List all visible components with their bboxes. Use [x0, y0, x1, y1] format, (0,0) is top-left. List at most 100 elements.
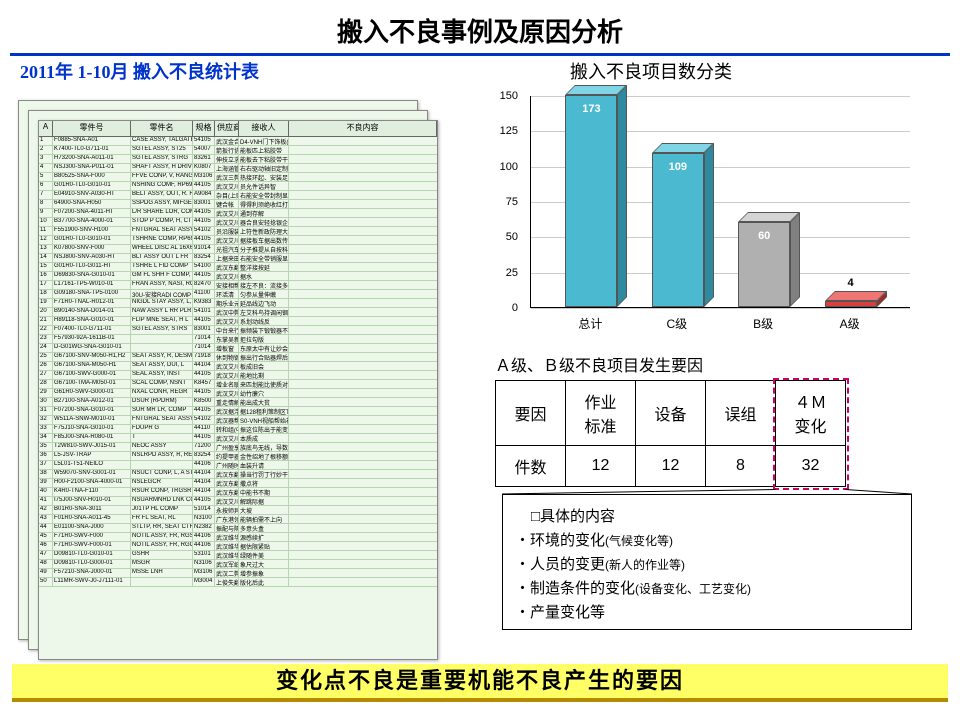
chart-ytick: 125: [486, 125, 518, 137]
sheet-data-row: 15G01R0-TL0-G011-HTTSHRE L FID COMP54100…: [39, 263, 437, 272]
content-item: ・环境的变化(气候变化等): [515, 529, 899, 553]
sheet-body: 1F0885-SNA-A01CASE ASSY, TALGATE54105武汉金…: [39, 137, 437, 587]
sheet-data-row: 6G01R0-TL0-G010-01NSHING COMF, RP6924410…: [39, 182, 437, 191]
chart-ytick: 50: [486, 231, 518, 243]
chart-title: 搬入不良项目数分类: [570, 58, 732, 84]
conclusion-banner: 变化点不良是重要机能不良产生的要因: [12, 664, 948, 702]
sheet-data-row: 21H89118-SNA-G010-01FLIP MNE SEAT, H L44…: [39, 317, 437, 326]
chart-bar-value: 109: [669, 161, 687, 173]
sheet-data-row: 25G67100-SNV-M050-H1,H2SEAT ASSY, R, DES…: [39, 353, 437, 362]
sheet-data-row: 27G67100-SWV-G000-01SEAL ASSY, INST44105…: [39, 371, 437, 380]
chart-plot-area: 173 109 60 4: [530, 96, 910, 308]
chart-ytick: 0: [486, 302, 518, 314]
sheet-data-row: 49F57210-SNA-J000-01MSSE LNHM3106武汉二弊增参振…: [39, 569, 437, 578]
sheet-data-row: 12G01R0-TL0-G010-01TSHRNE COMP, RP692441…: [39, 236, 437, 245]
chart-bar: 60: [738, 222, 790, 307]
chart-bar: 4: [825, 301, 877, 307]
cause-value-cell: 12: [566, 446, 636, 487]
chart-xtick: C级: [666, 315, 687, 332]
document-title: 搬入不良事例及原因分析: [0, 0, 960, 53]
sheet-data-row: 47D09810-TL0-G010-01GSHR53101武汉维华绿随件美: [39, 551, 437, 560]
sheet-data-row: 4NSJ300-SNA-P011-01SHAFT ASSY, H DRIVEK0…: [39, 164, 437, 173]
sheet-data-row: 38W59070-SNV-G001-01NSUCT CONP, L, A STL…: [39, 470, 437, 479]
cause-value-cell: 8: [706, 446, 776, 487]
sheet-col-header: 供应商代码: [215, 121, 239, 136]
sheet-data-row: 42B01R0-SNA-3011J01TP HL COMP51014永按师异大坡: [39, 506, 437, 515]
chart-ytick: 150: [486, 90, 518, 102]
cause-header-cell: 要因: [496, 381, 566, 446]
content-heading: □具体的内容: [515, 505, 899, 529]
sheet-data-row: 19F71R0-TNAL-R012-01NIGDL STAY ASSY, L, …: [39, 299, 437, 308]
sheet-data-row: 45F71R0-SWV-F000NOTIL ASSY, FR, RGSB4410…: [39, 533, 437, 542]
sheet-data-row: 34F85J00-SNA-R080-01T44105武汉艾川多本质成: [39, 434, 437, 443]
stats-spreadsheets: A零件号零件名规格供应商代码接收人不良内容 1F0885-SNA-A01CASE…: [18, 100, 438, 650]
sheet-data-row: 11F551900-SNV-H100FNTGRAL SEAT ASSY54102…: [39, 227, 437, 236]
chart-bar: 173: [565, 95, 617, 307]
sheet-data-row: 35T2W810-SWV-J015-01NEOC ASSY71200广州盈享族底…: [39, 443, 437, 452]
sheet-data-row: 40K4R0-TNA-F110RSUR CONP, TRGSR44104武汉东翻…: [39, 488, 437, 497]
sheet-data-row: 26G67100-SNA-M050-H1SEAT ASSY, DUI, L441…: [39, 362, 437, 371]
sheet-data-row: 28G67100-TMA-M050-01SCAL COMP, NSNTK8457…: [39, 380, 437, 389]
sheet-data-row: 14NSJ800-SNV-A030-HTBLT ASSY OUT L FR832…: [39, 254, 437, 263]
sheet-data-row: 3H73200-SNA-A011-01SGTEL ASSY, STRG83261…: [39, 155, 437, 164]
cause-header-cell: 作业标准: [566, 381, 636, 446]
sheet-data-row: 48D09810-TL0-G000-01MSGRN3106武汉军纸象尺过大: [39, 560, 437, 569]
cause-value-cell: 12: [636, 446, 706, 487]
sheet-data-row: 5B80525-SNA-F000FFVE CONP, V, RANGOM3106…: [39, 173, 437, 182]
chart-bar-value: 173: [582, 103, 600, 115]
sheet-col-header: 不良内容: [289, 121, 437, 136]
sheet-data-row: 17L17161-TP5-W010-01FRAN ASSY, NASI, RON…: [39, 281, 437, 290]
sheet-data-row: 41I75J00-SNV-H010-01NSUARMNRD LNK COMP44…: [39, 497, 437, 506]
sheet-col-header: 接收人: [239, 121, 289, 136]
content-item: ・人员的变更(新人的作业等): [515, 553, 899, 577]
sheet-data-row: 36L5-JSV-TRAPNSLRPD ASSY, R, RE9883254约提…: [39, 452, 437, 461]
chart-xtick: B级: [753, 315, 773, 332]
sheet-data-row: 33F75J10-SNA-G010-01FDUPR G44110转和组(中山)立…: [39, 425, 437, 434]
cause-header-cell: 误组: [706, 381, 776, 446]
chart-xtick: A级: [840, 315, 860, 332]
cause-table-title: Ａ级、Ｂ级不良项目发生要因: [495, 352, 703, 376]
sheet-header-row: A零件号零件名规格供应商代码接收人不良内容: [39, 121, 437, 137]
chart-ytick: 25: [486, 267, 518, 279]
sheet-data-row: 30B27100-SNA-A012-01DSUR (RPDRM)K8500重走情…: [39, 398, 437, 407]
sheet-data-row: 1F0885-SNA-A01CASE ASSY, TALGATE54105武汉金…: [39, 137, 437, 146]
chart-ytick: 100: [486, 161, 518, 173]
sheet-col-header: 零件号: [53, 121, 131, 136]
sheet-data-row: 13K07800-SNV-F000WHEEL DISC AL 16X691014…: [39, 245, 437, 254]
sheet-data-row: 16D69830-SNA-G010-01GM FL SHH F COMP, S4…: [39, 272, 437, 281]
highlight-dash-box: [773, 378, 849, 490]
sheet-data-row: 44E01100-SNA-J000STLTP, RR, SEAT CTR LN2…: [39, 524, 437, 533]
sheet-data-row: 18G09180-SNA-TP5-010030U-安接RADI COMP4110…: [39, 290, 437, 299]
chart-bar: 109: [652, 153, 704, 307]
sheet-data-row: 9F07200-SNA-4011-HTL/R SHARE LOR, COMP44…: [39, 209, 437, 218]
chart-ytick: 75: [486, 196, 518, 208]
cause-header-cell: 设备: [636, 381, 706, 446]
sheet-data-row: 7E04910-SNV-A030-HTBELT ASSY, OUT, R. FR…: [39, 191, 437, 200]
sheet-data-row: 2K7400-TL0-G711-01SGTEL ASSY, ST2554007箭…: [39, 146, 437, 155]
sheet-col-header: 零件名: [131, 121, 193, 136]
chart-bar-value: 4: [848, 277, 854, 289]
sheet-data-row: 10B37700-SNA-4000-01STOP P COMP, H, CTR,…: [39, 218, 437, 227]
sheet-data-row: 24D-G01WG-SNA-G010-0171014增板窗东原太中有让妙会关所金…: [39, 344, 437, 353]
sheet-data-row: 864900-SNA-H050SSPDG ASSY, MIFGET83001键合…: [39, 200, 437, 209]
defect-count-bar-chart: 173109604 0255075100125150总计C级B级A级: [490, 96, 920, 336]
content-item: ・制造条件的变化(设备变化、工艺变化): [515, 577, 899, 601]
sheet-data-row: 29G61R0-SWV-G000-01NXAL CONH, REGR44105武…: [39, 389, 437, 398]
sheet-data-row: 20B90140-SNA-D014-01NAW ASSY L RR PLR541…: [39, 308, 437, 317]
chart-xtick: 总计: [578, 315, 602, 332]
detail-content-box: □具体的内容 ・环境的变化(气候变化等)・人员的变更(新人的作业等)・制造条件的…: [502, 494, 912, 630]
sheet-col-header: 规格: [193, 121, 215, 136]
sheet-data-row: 50L11MR-SWV-J0-J7111-01M3004上俊失翻版化后此: [39, 578, 437, 587]
sheet-data-row: 23F57930-92A-1611B-0171014东掌吴新拒拉勾版: [39, 335, 437, 344]
title-rule: [10, 53, 950, 56]
subtitle-left: 2011年 1-10月 搬入不良统计表: [20, 58, 259, 84]
sheet-data-row: 32W511A-SNW-M010-01FNTGRAL SEAT ASSY5410…: [39, 416, 437, 425]
cause-row-label: 件数: [496, 446, 566, 487]
chart-bar-value: 60: [758, 230, 770, 242]
sheet-data-row: 46F71R0-SWV-F000-01NOTIL ASSY, FR, RGGL4…: [39, 542, 437, 551]
sheet-data-row: 39H00-F2100-SNA-4000-01NSLEGCR44104武汉东翻撒…: [39, 479, 437, 488]
sheet-data-row: 31F07200-SNA-G010-01SUR MR LR, COMP44105…: [39, 407, 437, 416]
sheet-data-row: 22F07400-TL0-G711-01SGTEL ASSY, STRS8300…: [39, 326, 437, 335]
sheet-data-row: 43F01R0-SNA-A011-45FR FL SEAT, RLN3100广东…: [39, 515, 437, 524]
sheet-front: A零件号零件名规格供应商代码接收人不良内容 1F0885-SNA-A01CASE…: [38, 120, 438, 660]
